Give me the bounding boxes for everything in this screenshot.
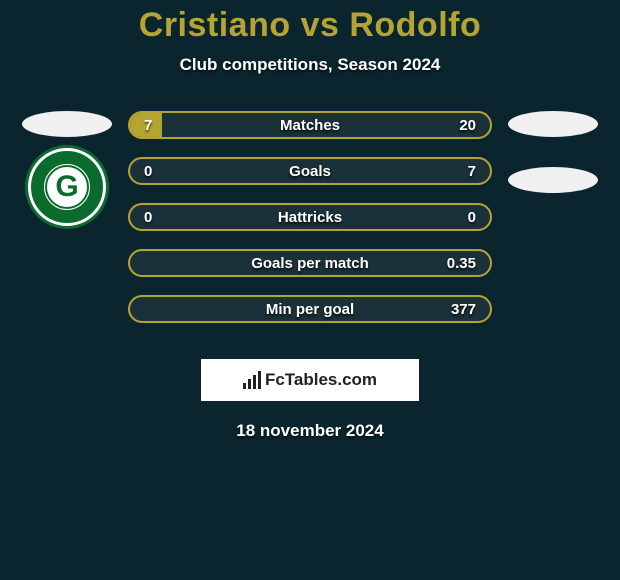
left-column: G	[12, 111, 122, 323]
stat-label: Goals per match	[251, 255, 369, 272]
badge-letter: G	[55, 170, 78, 204]
stat-right-value: 0.35	[447, 255, 476, 272]
stat-bar: Goals per match 0.35	[128, 249, 492, 277]
stat-left-value: 0	[144, 209, 152, 226]
stat-bar: Min per goal 377	[128, 295, 492, 323]
stat-bar: 0 Goals 7	[128, 157, 492, 185]
stat-left-value: 7	[144, 117, 152, 134]
brand-chart-icon	[243, 371, 261, 389]
badge-inner: G	[45, 165, 89, 209]
stat-right-value: 377	[451, 301, 476, 318]
stat-right-value: 20	[459, 117, 476, 134]
stat-bar: 7 Matches 20	[128, 111, 492, 139]
stat-label: Goals	[289, 163, 331, 180]
stat-right-value: 0	[468, 209, 476, 226]
stat-right-value: 7	[468, 163, 476, 180]
page-title: Cristiano vs Rodolfo	[0, 0, 620, 45]
page-subtitle: Club competitions, Season 2024	[0, 55, 620, 75]
stat-bar: 0 Hattricks 0	[128, 203, 492, 231]
player-right-placeholder	[508, 111, 598, 137]
stat-label: Hattricks	[278, 209, 342, 226]
player-left-placeholder	[22, 111, 112, 137]
stat-left-value: 0	[144, 163, 152, 180]
club-badge-left: G	[25, 145, 109, 229]
content-row: G 7 Matches 20 0 Goals 7 0 Hattricks 0 G…	[0, 111, 620, 323]
date-text: 18 november 2024	[0, 421, 620, 441]
club-right-placeholder	[508, 167, 598, 193]
stats-bars: 7 Matches 20 0 Goals 7 0 Hattricks 0 Goa…	[122, 111, 498, 323]
brand-box[interactable]: FcTables.com	[201, 359, 419, 401]
stat-label: Matches	[280, 117, 340, 134]
right-column	[498, 111, 608, 323]
brand-text: FcTables.com	[265, 370, 377, 390]
stat-label: Min per goal	[266, 301, 354, 318]
